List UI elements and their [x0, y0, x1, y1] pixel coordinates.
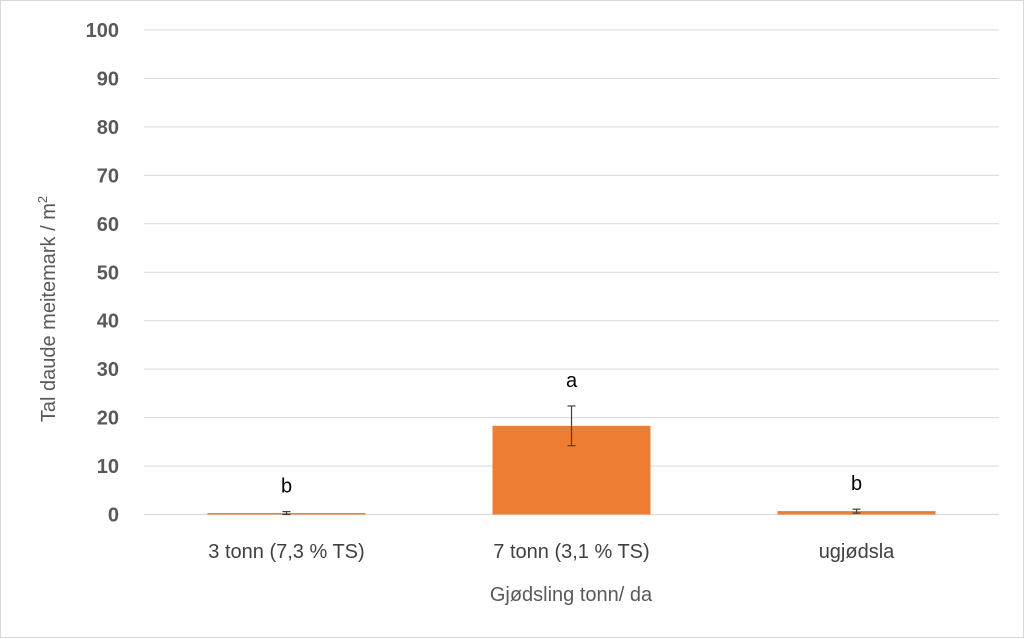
- y-tick-label: 0: [108, 505, 119, 527]
- y-tick-label: 90: [97, 68, 119, 90]
- y-tick-labels: 0 10 20 30 40 50 60 70 80 90 100: [86, 20, 119, 527]
- y-tick-label: 30: [97, 359, 119, 381]
- y-axis-title-text: Tal daude meitemark / m: [38, 203, 60, 422]
- significance-label: b: [281, 476, 292, 498]
- x-axis-title: Gjødsling tonn/ da: [490, 584, 653, 606]
- y-axis-title-superscript: 2: [35, 196, 50, 203]
- y-tick-label: 100: [86, 20, 119, 42]
- significance-labels: b a b: [281, 370, 862, 498]
- significance-label: a: [566, 370, 578, 392]
- y-tick-label: 10: [97, 456, 119, 478]
- x-tick-label: 7 tonn (3,1 % TS): [493, 541, 649, 563]
- y-axis-title: Tal daude meitemark / m2: [35, 196, 60, 422]
- y-tick-label: 20: [97, 408, 119, 430]
- y-tick-label: 50: [97, 262, 119, 284]
- error-bars: [282, 405, 861, 516]
- significance-label: b: [851, 473, 862, 495]
- y-tick-label: 60: [97, 214, 119, 236]
- x-tick-labels: 3 tonn (7,3 % TS) 7 tonn (3,1 % TS) ugjøds…: [208, 541, 895, 563]
- x-tick-label: 3 tonn (7,3 % TS): [208, 541, 364, 563]
- y-tick-label: 70: [97, 165, 119, 187]
- y-tick-label: 40: [97, 311, 119, 333]
- y-tick-label: 80: [97, 117, 119, 139]
- x-tick-label: ugjødsla: [819, 541, 895, 563]
